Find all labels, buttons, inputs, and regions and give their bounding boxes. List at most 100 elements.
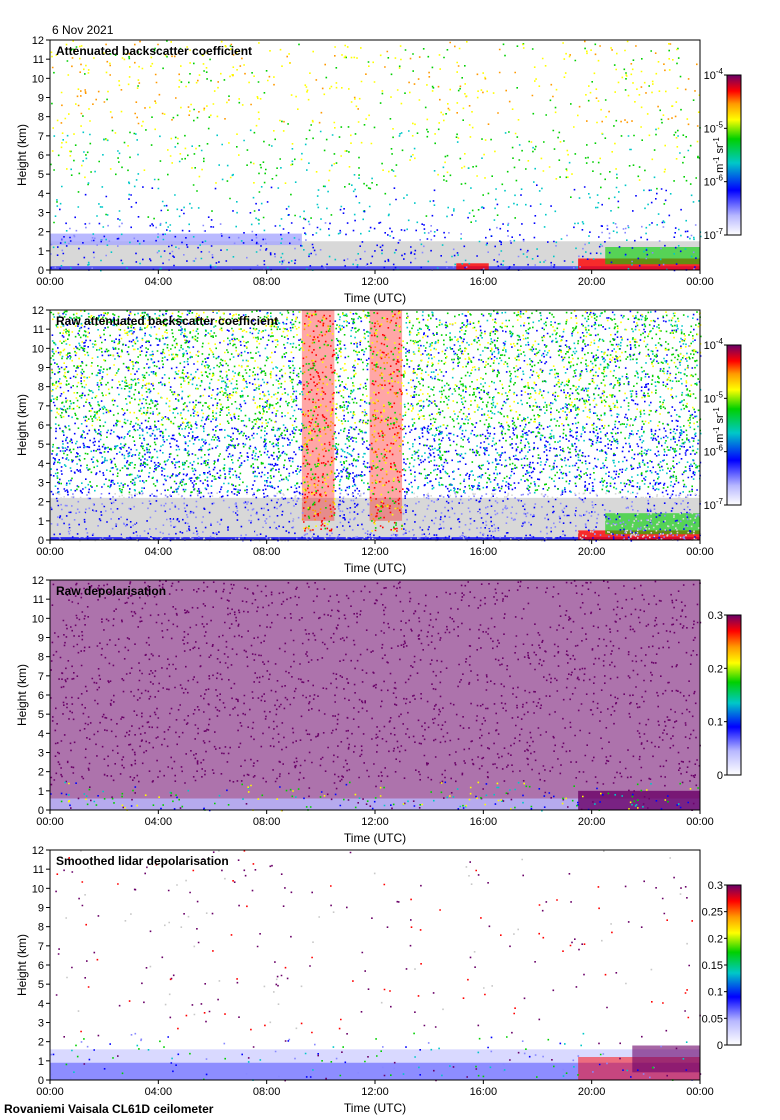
x-axis-label: Time (UTC): [344, 831, 406, 845]
colorbar-tick-label: 10-7: [704, 497, 724, 512]
y-tick-label: 0: [38, 805, 44, 817]
y-tick-label: 8: [38, 652, 44, 664]
y-tick-label: 2: [38, 227, 44, 239]
y-axis-label: Height (km): [15, 124, 29, 186]
y-tick-label: 5: [38, 979, 44, 991]
x-tick-label: 04:00: [145, 276, 173, 288]
y-tick-label: 2: [38, 497, 44, 509]
y-tick-label: 8: [38, 112, 44, 124]
y-tick-label: 0: [38, 1075, 44, 1087]
y-tick-label: 4: [38, 998, 44, 1010]
y-tick-label: 4: [38, 728, 44, 740]
colorbar-tick-label: 10-6: [704, 174, 724, 189]
y-tick-label: 3: [38, 1018, 44, 1030]
y-tick-label: 2: [38, 1037, 44, 1049]
x-tick-label: 20:00: [578, 816, 606, 828]
panel-4: Smoothed lidar depolarisation01234567891…: [15, 845, 742, 1115]
x-axis-label: Time (UTC): [344, 561, 406, 575]
y-tick-label: 4: [38, 458, 44, 470]
panel-1: Attenuated backscatter coefficient012345…: [15, 35, 742, 305]
y-tick-label: 7: [38, 671, 44, 683]
x-tick-label: 00:00: [686, 1086, 714, 1098]
y-tick-label: 11: [33, 324, 44, 336]
y-tick-label: 11: [33, 594, 44, 606]
colorbar-tick-label: 0.15: [702, 960, 723, 972]
colorbar-unit-label: m-1 sr-1: [712, 407, 726, 443]
y-tick-label: 4: [38, 188, 44, 200]
y-tick-label: 5: [38, 169, 44, 181]
y-tick-label: 1: [38, 786, 44, 798]
plot-area: [50, 580, 702, 812]
panel-title: Raw attenuated backscatter coefficient: [56, 314, 278, 328]
colorbar-tick-label: 10-6: [704, 444, 724, 459]
colorbar-tick-label: 10-4: [704, 337, 724, 352]
y-tick-label: 8: [38, 922, 44, 934]
y-tick-label: 5: [38, 439, 44, 451]
y-tick-label: 12: [32, 575, 44, 587]
x-tick-label: 12:00: [361, 276, 389, 288]
colorbar-tick-label: 0.05: [702, 1013, 723, 1025]
x-tick-label: 16:00: [470, 276, 498, 288]
y-tick-label: 7: [38, 131, 44, 143]
panels: Attenuated backscatter coefficient012345…: [15, 35, 742, 1115]
y-tick-label: 7: [38, 941, 44, 953]
panel-title: Attenuated backscatter coefficient: [56, 44, 252, 58]
x-tick-label: 20:00: [578, 276, 606, 288]
x-tick-label: 08:00: [253, 1086, 281, 1098]
x-tick-label: 00:00: [686, 546, 714, 558]
y-tick-label: 10: [32, 613, 44, 625]
x-tick-label: 16:00: [470, 1086, 498, 1098]
y-tick-label: 5: [38, 709, 44, 721]
x-tick-label: 12:00: [361, 1086, 389, 1098]
plot-area: [50, 310, 702, 542]
y-tick-label: 10: [32, 883, 44, 895]
x-tick-label: 20:00: [578, 1086, 606, 1098]
x-tick-label: 04:00: [145, 1086, 173, 1098]
y-tick-label: 1: [38, 246, 44, 258]
x-tick-label: 12:00: [361, 546, 389, 558]
y-tick-label: 9: [38, 363, 44, 375]
colorbar: 0.3 0.2 0.1 0: [708, 610, 742, 782]
x-axis-label: Time (UTC): [344, 1101, 406, 1115]
colorbar: 0.3 0.25 0.2 0.15 0.1 0.05 0: [702, 880, 742, 1052]
x-tick-label: 04:00: [145, 816, 173, 828]
y-tick-label: 0: [38, 535, 44, 547]
x-tick-label: 08:00: [253, 546, 281, 558]
x-tick-label: 00:00: [36, 276, 64, 288]
x-tick-label: 00:00: [36, 546, 64, 558]
panel-title: Raw depolarisation: [56, 584, 166, 598]
panel-title: Smoothed lidar depolarisation: [56, 854, 229, 868]
y-tick-label: 1: [38, 516, 44, 528]
y-tick-label: 12: [32, 305, 44, 317]
colorbar-tick-label: 0.3: [708, 880, 723, 892]
colorbar-tick-label: 0: [717, 1040, 723, 1052]
y-tick-label: 6: [38, 420, 44, 432]
y-tick-label: 7: [38, 401, 44, 413]
colorbar-tick-label: 10-5: [704, 120, 724, 135]
colorbar-tick-label: 0.1: [708, 987, 723, 999]
colorbar-tick-label: 0.25: [702, 907, 723, 919]
x-tick-label: 00:00: [686, 816, 714, 828]
y-tick-label: 12: [32, 845, 44, 857]
x-tick-label: 08:00: [253, 816, 281, 828]
x-axis-label: Time (UTC): [344, 291, 406, 305]
y-tick-label: 3: [38, 478, 44, 490]
y-tick-label: 10: [32, 73, 44, 85]
colorbar-tick-label: 10-4: [704, 67, 724, 82]
date-label: 6 Nov 2021: [52, 23, 114, 37]
colorbar-tick-label: 0.3: [708, 610, 723, 622]
x-tick-label: 16:00: [470, 816, 498, 828]
x-tick-label: 16:00: [470, 546, 498, 558]
colorbar: 10-4 10-5 10-6 10-7 m-1 sr-1: [704, 67, 742, 242]
y-tick-label: 3: [38, 208, 44, 220]
footer-caption: Rovaniemi Vaisala CL61D ceilometer: [4, 1102, 214, 1116]
y-tick-label: 3: [38, 748, 44, 760]
x-tick-label: 20:00: [578, 546, 606, 558]
x-tick-label: 00:00: [686, 276, 714, 288]
y-tick-label: 9: [38, 633, 44, 645]
y-tick-label: 6: [38, 150, 44, 162]
colorbar-tick-label: 0.2: [708, 663, 723, 675]
plot-area: [50, 40, 702, 272]
x-tick-label: 12:00: [361, 816, 389, 828]
